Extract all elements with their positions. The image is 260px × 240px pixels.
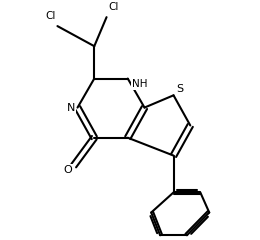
Text: S: S	[176, 84, 183, 94]
Text: Cl: Cl	[45, 11, 56, 21]
Text: Cl: Cl	[108, 2, 119, 12]
Text: O: O	[64, 165, 73, 175]
Text: NH: NH	[132, 79, 147, 89]
Text: N: N	[67, 102, 75, 113]
